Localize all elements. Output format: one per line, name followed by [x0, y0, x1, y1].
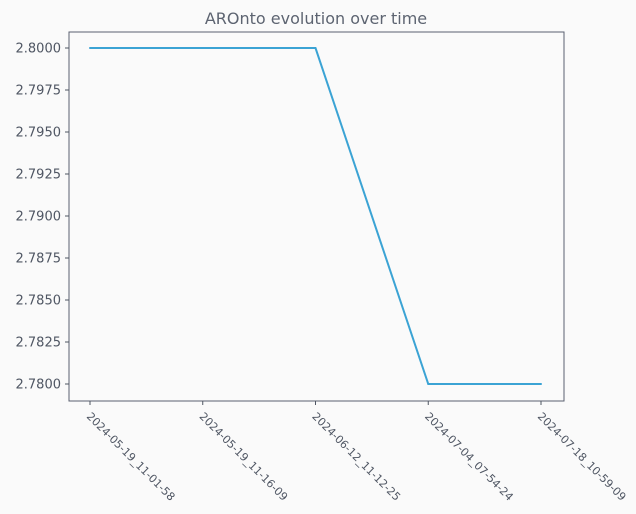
y-tick-label: 2.8000: [16, 42, 62, 57]
y-tick-label: 2.7800: [16, 378, 62, 393]
y-tick-label: 2.7950: [16, 126, 62, 141]
data-point: [540, 383, 542, 385]
y-tick-label: 2.7875: [16, 252, 62, 267]
series-layer: [89, 47, 542, 385]
x-tick-label: 2024-05-19_11-01-58: [84, 410, 178, 504]
x-tick-label: 2024-06-12_11-12-25: [309, 410, 403, 504]
y-axis: 2.8000 2.7975 2.7950 2.7925 2.7900 2.7875 2.78…: [16, 42, 69, 393]
y-tick-label: 2.7900: [16, 210, 62, 225]
y-tick-label: 2.7925: [16, 168, 62, 183]
plot-area: [68, 31, 565, 402]
x-tick-label: 2024-05-19_11-16-09: [197, 410, 291, 504]
data-point: [201, 47, 204, 49]
y-tick-label: 2.7850: [16, 294, 62, 309]
data-point: [89, 47, 91, 49]
x-axis: 2024-05-19_11-01-58 2024-05-19_11-16-09 20…: [84, 401, 629, 504]
x-tick-label: 2024-07-04_07-54-24: [422, 410, 516, 504]
x-tick-label: 2024-07-18_10-59-09: [535, 410, 629, 504]
data-point: [427, 383, 430, 385]
data-point: [314, 47, 317, 49]
y-tick-label: 2.7975: [16, 84, 62, 99]
y-tick-label: 2.7825: [16, 336, 62, 351]
chart-title: AROnto evolution over time: [205, 9, 427, 28]
